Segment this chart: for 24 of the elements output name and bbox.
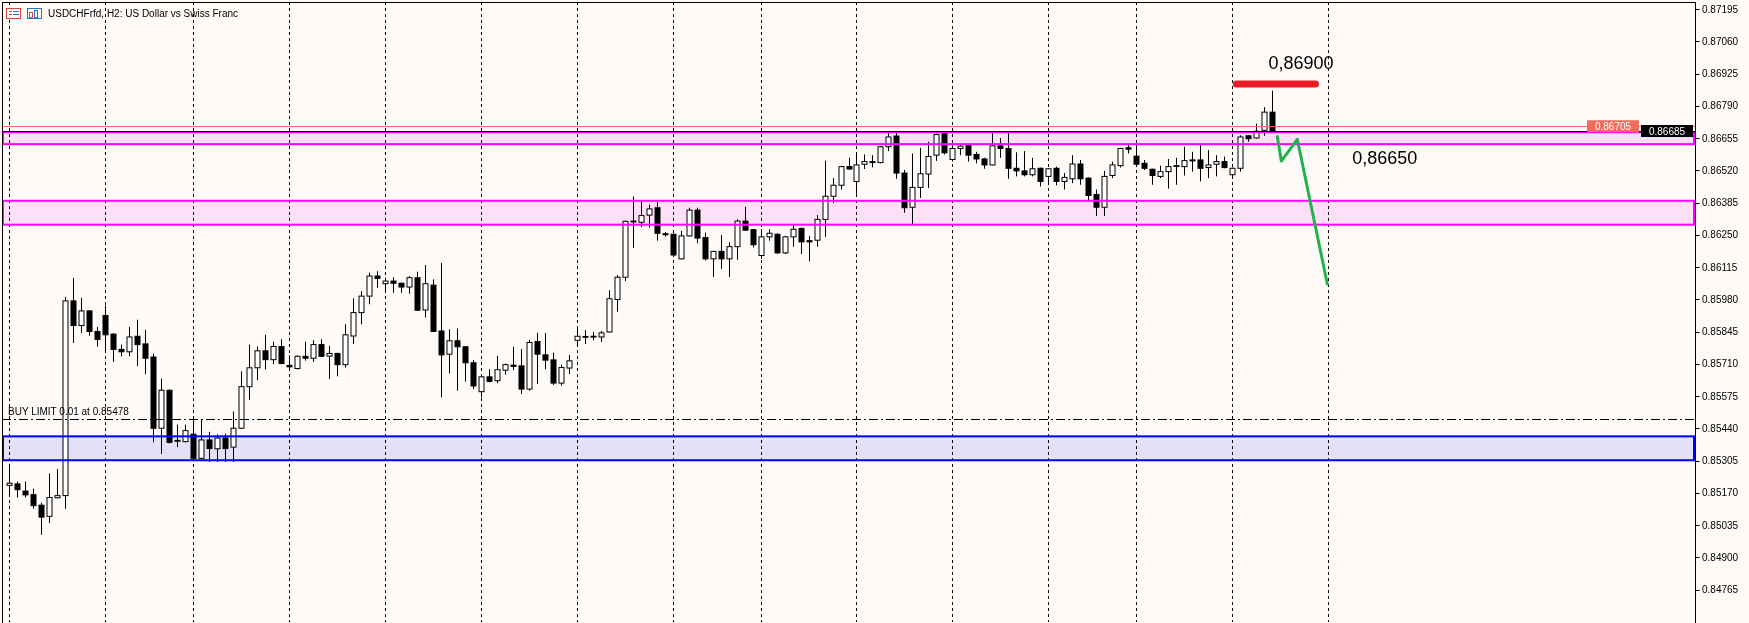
y-tick-label: 0.84900 <box>1702 551 1739 563</box>
y-tick-label: 0.85575 <box>1702 390 1739 402</box>
y-tick-label: 0.87195 <box>1702 3 1739 15</box>
y-tick-label: 0.86115 <box>1702 261 1738 273</box>
y-tick-label: 0.85170 <box>1702 487 1739 499</box>
y-tick-label: 0.87060 <box>1702 35 1739 47</box>
y-tick-label: 0.86250 <box>1702 229 1739 241</box>
y-tick-label: 0.85035 <box>1702 519 1739 531</box>
y-tick-label: 0.85305 <box>1702 455 1739 467</box>
y-tick-label: 0.86385 <box>1702 197 1739 209</box>
y-tick-label: 0.86655 <box>1702 132 1739 144</box>
y-tick-label: 0.85440 <box>1702 422 1739 434</box>
y-tick-label: 0.85845 <box>1702 326 1739 338</box>
y-tick-label: 0.86520 <box>1702 164 1739 176</box>
ref-line-label: 0.86685 <box>1648 125 1686 137</box>
annotation: 0,86900 <box>1268 53 1334 73</box>
y-tick-label: 0.85980 <box>1702 293 1739 305</box>
y-tick-label: 0.85710 <box>1702 358 1739 370</box>
y-tick-label: 0.84765 <box>1702 584 1739 596</box>
y-tick-label: 0.86925 <box>1702 68 1739 80</box>
ref-line-label: 0.86705 <box>1594 120 1632 132</box>
text: USDCHFrfd, H2: US Dollar vs Swiss Franc <box>48 7 239 19</box>
y-tick-label: 0.86790 <box>1702 100 1739 112</box>
annotation: 0,86650 <box>1352 148 1418 168</box>
